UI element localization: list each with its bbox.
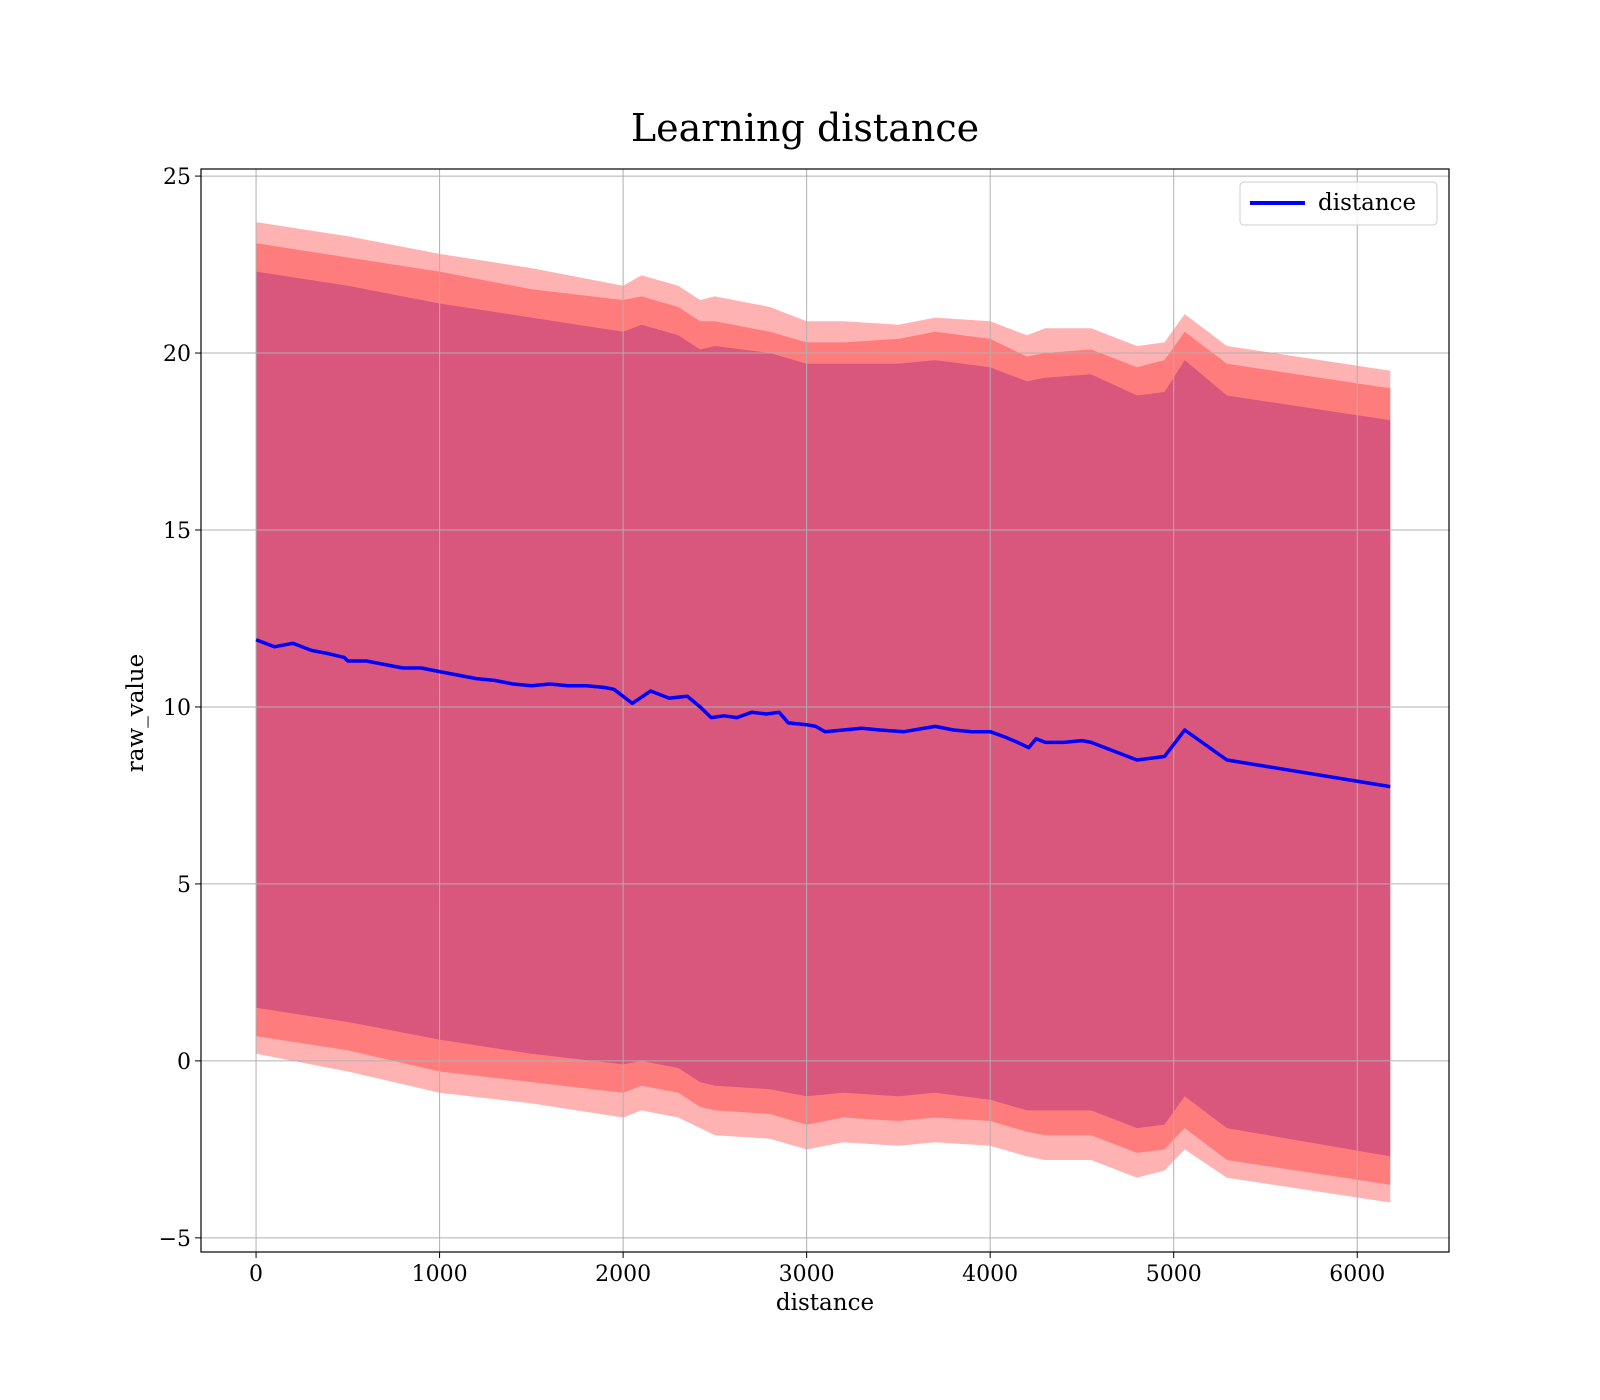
x-tick-label: 2000 xyxy=(595,1262,651,1287)
series-lines xyxy=(255,638,1391,789)
x-tick-label: 6000 xyxy=(1329,1262,1385,1287)
y-tick-label: 10 xyxy=(163,696,191,721)
band-0 xyxy=(256,222,1391,1203)
confidence-bands xyxy=(256,222,1391,1203)
y-axis-label: raw_value xyxy=(123,654,149,772)
x-tick-label: 0 xyxy=(249,1262,263,1287)
band-1 xyxy=(256,243,1391,1185)
x-axis-label: distance xyxy=(776,1290,874,1316)
grid-lines xyxy=(201,169,1449,1252)
legend: distance xyxy=(1239,181,1438,226)
y-tick-label: 5 xyxy=(177,873,191,898)
legend-box xyxy=(1239,181,1438,226)
y-axis-ticks: −5 0 5 10 15 20 25 xyxy=(159,165,201,1252)
chart-title: Learning distance xyxy=(631,106,979,150)
plot-area xyxy=(200,168,1450,1253)
x-tick-label: 4000 xyxy=(962,1262,1018,1287)
x-tick-label: 1000 xyxy=(412,1262,468,1287)
x-tick-label: 5000 xyxy=(1146,1262,1202,1287)
y-tick-label: 20 xyxy=(163,342,191,367)
y-tick-label: 25 xyxy=(163,165,191,190)
y-tick-label: 0 xyxy=(177,1050,191,1075)
y-tick-label: 15 xyxy=(163,519,191,544)
legend-label: distance xyxy=(1318,190,1416,216)
series-line-0 xyxy=(255,638,1391,789)
band-2 xyxy=(256,271,1391,1157)
axes-frame xyxy=(200,168,1450,1253)
x-tick-label: 3000 xyxy=(779,1262,835,1287)
y-tick-label: −5 xyxy=(159,1227,191,1252)
x-axis-ticks: 0 1000 2000 3000 4000 5000 6000 xyxy=(249,1252,1385,1287)
